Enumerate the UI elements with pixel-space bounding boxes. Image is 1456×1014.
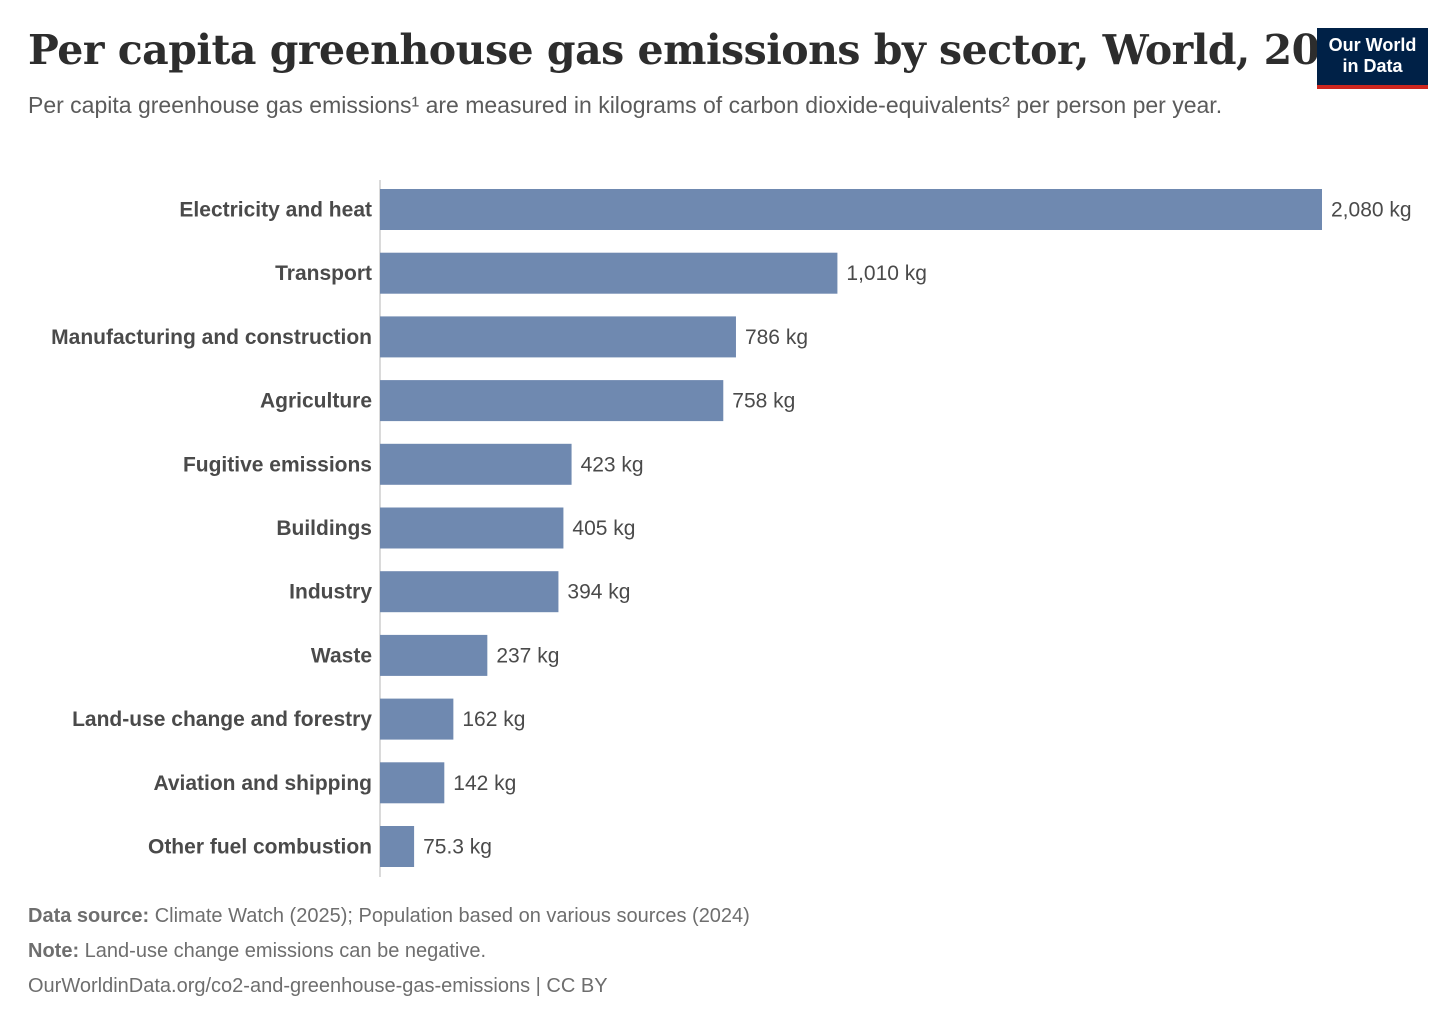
category-label: Other fuel combustion [148,836,372,859]
bar[interactable] [380,443,572,485]
value-label: 423 kg [581,453,644,476]
value-label: 758 kg [732,390,795,413]
bar[interactable] [380,316,736,358]
category-label: Waste [311,644,372,667]
logo-line-1: Our World [1328,35,1417,55]
value-label: 162 kg [462,708,525,731]
bar[interactable] [380,762,445,804]
category-label: Agriculture [260,390,372,413]
data-source-label: Data source: [28,905,150,927]
category-label: Manufacturing and construction [51,326,372,349]
logo-line-2: in Data [1342,56,1403,76]
bar[interactable] [380,698,454,740]
chart-subtitle: Per capita greenhouse gas emissions¹ are… [28,92,1223,118]
category-label: Transport [275,262,372,285]
value-label: 2,080 kg [1331,199,1412,222]
data-source-text: Climate Watch (2025); Population based o… [149,905,750,927]
category-label: Electricity and heat [179,199,372,222]
value-label: 405 kg [572,517,635,540]
note-text: Land-use change emissions can be negativ… [79,940,487,962]
bar[interactable] [380,189,1322,230]
bar[interactable] [380,634,488,676]
category-label: Industry [289,581,372,604]
value-label: 237 kg [496,644,559,667]
value-label: 786 kg [745,326,808,349]
source-url[interactable]: OurWorldinData.org/co2-and-greenhouse-ga… [28,975,608,997]
category-label: Land-use change and forestry [72,708,372,731]
bar[interactable] [380,826,415,867]
bar[interactable] [380,252,838,294]
bar[interactable] [380,507,564,549]
note-label: Note: [28,940,80,962]
category-label: Buildings [276,517,372,540]
owid-logo[interactable]: Our World in Data [1317,28,1428,89]
category-label: Aviation and shipping [153,772,372,795]
category-label: Fugitive emissions [183,453,372,476]
value-label: 394 kg [567,581,630,604]
bar[interactable] [380,571,559,613]
data-source-note: Data source: Climate Watch (2025); Popul… [28,905,750,928]
value-label: 1,010 kg [846,262,927,285]
chart-title: Per capita greenhouse gas emissions by s… [28,26,1376,74]
value-label: 75.3 kg [423,836,492,859]
bar[interactable] [380,380,724,422]
chart-note: Note: Land-use change emissions can be n… [28,940,486,963]
value-label: 142 kg [453,772,516,795]
